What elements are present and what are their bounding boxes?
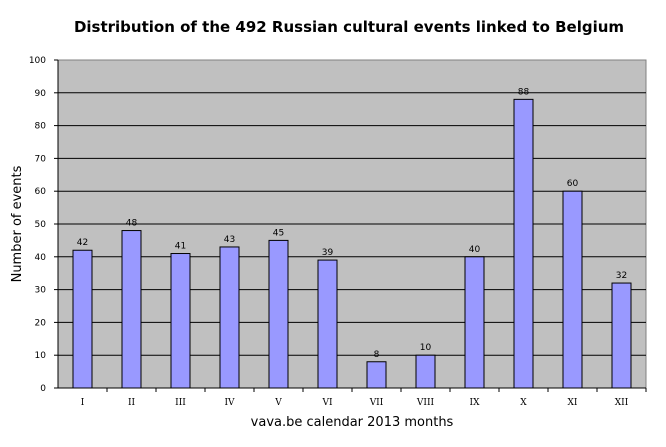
y-tick-label: 100: [29, 56, 46, 66]
y-tick-label: 30: [35, 286, 47, 296]
x-axis-label: vava.be calendar 2013 months: [251, 415, 454, 430]
x-tick-label: III: [175, 398, 186, 408]
y-tick-label: 70: [35, 154, 47, 164]
chart-title: Distribution of the 492 Russian cultural…: [74, 18, 624, 36]
y-tick-label: 60: [35, 187, 47, 197]
data-label: 45: [273, 228, 284, 238]
data-label: 10: [420, 343, 432, 353]
y-tick-label: 10: [35, 351, 47, 361]
x-tick-label: II: [128, 398, 136, 408]
bar: [72, 249, 93, 389]
bar: [121, 230, 142, 389]
y-tick-label: 50: [35, 220, 47, 230]
x-tick-label: V: [274, 398, 282, 408]
data-label: 88: [518, 87, 530, 97]
x-tick-label: VII: [369, 398, 384, 408]
data-label: 32: [616, 271, 627, 281]
data-label: 8: [374, 350, 380, 360]
y-tick-label: 0: [40, 384, 46, 394]
data-label: 41: [175, 242, 186, 252]
data-label: 48: [126, 219, 138, 229]
x-tick-label: IX: [470, 398, 481, 408]
bar: [415, 354, 436, 389]
y-tick-label: 40: [35, 253, 47, 263]
bar: [513, 98, 534, 389]
bar: [611, 282, 632, 389]
data-label: 40: [469, 245, 481, 255]
x-tick-label: VIII: [416, 398, 435, 408]
y-tick-label: 90: [35, 89, 47, 99]
data-label: 43: [224, 235, 235, 245]
bar: [170, 253, 191, 389]
bar: [219, 246, 240, 389]
x-tick-label: XI: [568, 398, 578, 408]
x-tick-label: IV: [224, 398, 235, 408]
y-axis-label: Number of events: [10, 165, 25, 282]
x-tick-label: I: [81, 398, 85, 408]
x-tick-label: VI: [321, 398, 332, 408]
data-label: 60: [567, 179, 579, 189]
bar: [268, 239, 289, 389]
data-label: 42: [77, 238, 88, 248]
data-label: 39: [322, 248, 334, 258]
y-tick-label: 80: [35, 122, 47, 132]
bar: [317, 259, 338, 389]
y-tick-label: 20: [35, 318, 47, 328]
bar: [366, 361, 387, 389]
x-tick-label: XII: [615, 398, 629, 408]
x-tick-label: X: [520, 398, 527, 408]
bar: [562, 190, 583, 389]
bar: [464, 256, 485, 389]
